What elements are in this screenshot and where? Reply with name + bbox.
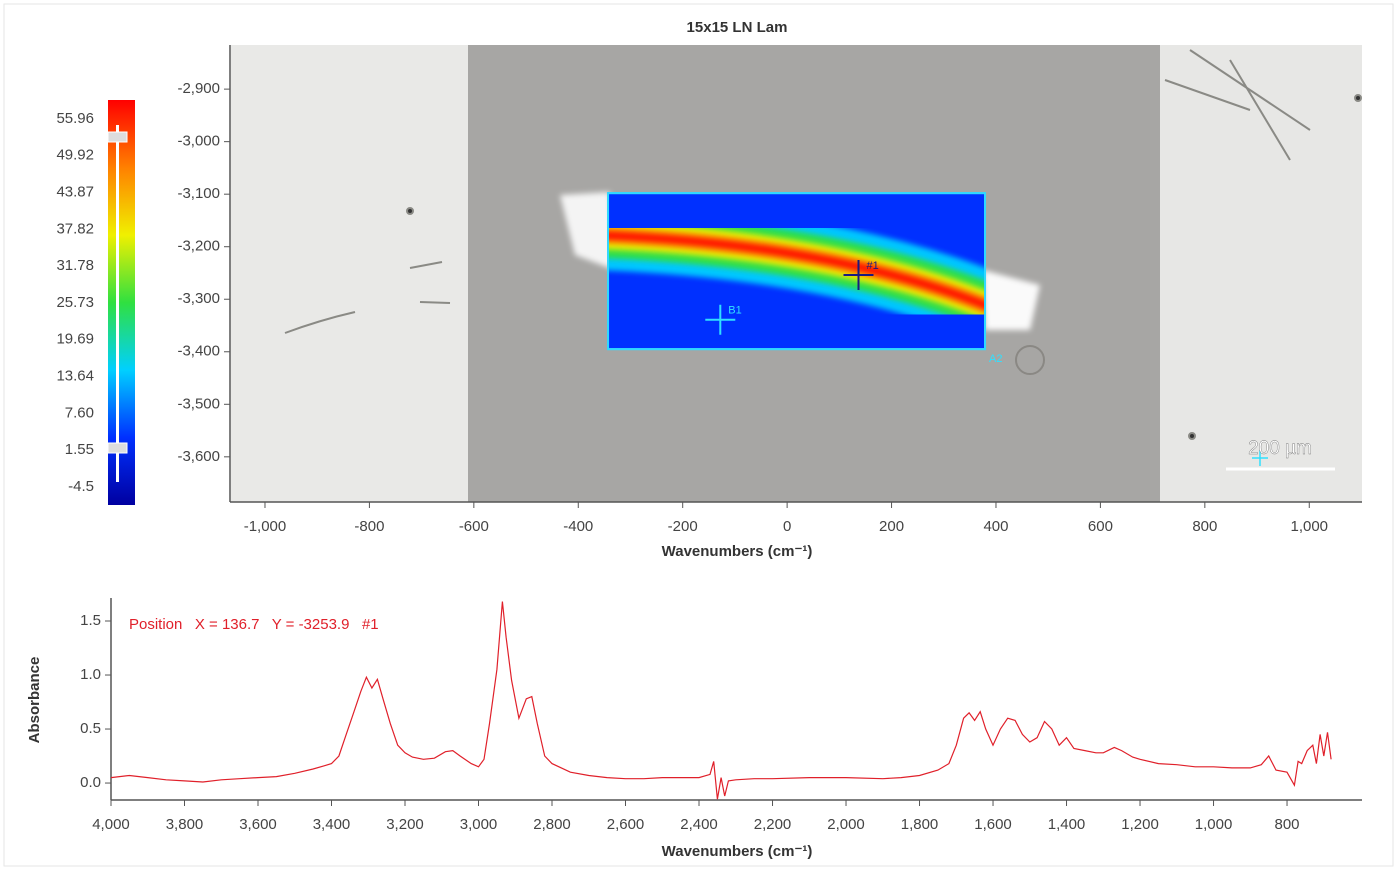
x-tick-label: 2,400 bbox=[680, 816, 718, 833]
colorbar-tick-label: 13.64 bbox=[56, 368, 94, 385]
x-tick-label: 800 bbox=[1275, 816, 1300, 833]
colorbar-tick-label: 7.60 bbox=[65, 404, 94, 421]
y-tick-label: 0.0 bbox=[80, 774, 101, 791]
marker bbox=[705, 304, 736, 335]
x-tick-label: 3,400 bbox=[313, 816, 351, 833]
slider-handle[interactable] bbox=[107, 442, 128, 454]
plot-area bbox=[111, 598, 1362, 800]
y-tick-label: -3,500 bbox=[177, 395, 220, 412]
x-tick-label: 3,800 bbox=[166, 816, 204, 833]
x-axis-label: Wavenumbers (cm⁻¹) bbox=[662, 543, 813, 560]
slider-handle[interactable] bbox=[107, 131, 128, 143]
bright-edge bbox=[983, 270, 1040, 330]
colorbar-tick-label: 1.55 bbox=[65, 441, 94, 458]
x-tick-label: 2,000 bbox=[827, 816, 865, 833]
x-tick-label: -400 bbox=[563, 518, 593, 535]
map-border bbox=[607, 192, 987, 351]
x-tick-label: -1,000 bbox=[244, 518, 287, 535]
y-tick-label: 0.5 bbox=[80, 720, 101, 737]
colorbar-tick-label: 19.69 bbox=[56, 331, 94, 348]
scale-cross bbox=[1252, 450, 1268, 466]
marker-label: #1 bbox=[867, 260, 879, 272]
chemical-map: A2 #1 B1 bbox=[607, 192, 1002, 365]
map-band bbox=[608, 200, 986, 340]
colorbar-tick-label: 25.73 bbox=[56, 294, 94, 311]
x-tick-label: -800 bbox=[354, 518, 384, 535]
slider-track bbox=[116, 125, 119, 482]
spectrum-line bbox=[110, 601, 1332, 800]
x-tick-label: 3,600 bbox=[239, 816, 277, 833]
x-tick-label: 2,200 bbox=[754, 816, 792, 833]
marker bbox=[843, 260, 874, 291]
colorbar-tick-label: -4.5 bbox=[68, 478, 94, 495]
colorbar bbox=[108, 100, 135, 505]
x-axis-label: Wavenumbers (cm⁻¹) bbox=[662, 843, 813, 860]
x-tick-label: 0 bbox=[783, 518, 791, 535]
x-tick-label: 1,000 bbox=[1290, 518, 1328, 535]
y-tick-label: -3,100 bbox=[177, 185, 220, 202]
colorbar-tick-label: 31.78 bbox=[56, 257, 94, 274]
colorbar-tick-label: 49.92 bbox=[56, 147, 94, 164]
y-tick-label: 1.0 bbox=[80, 666, 101, 683]
x-tick-label: 1,200 bbox=[1121, 816, 1159, 833]
image-specks bbox=[284, 49, 1362, 440]
x-tick-label: 1,800 bbox=[901, 816, 939, 833]
x-tick-label: 600 bbox=[1088, 518, 1113, 535]
x-tick-label: 1,000 bbox=[1195, 816, 1233, 833]
y-tick-label: -3,000 bbox=[177, 133, 220, 150]
region-label: A2 bbox=[989, 353, 1002, 365]
image-right bbox=[1160, 45, 1362, 502]
image-left bbox=[231, 45, 468, 502]
y-tick-label: -3,200 bbox=[177, 238, 220, 255]
x-tick-label: 200 bbox=[879, 518, 904, 535]
position-annotation: Position X = 136.7 Y = -3253.9 #1 bbox=[129, 616, 379, 633]
scale-label: 200 µm bbox=[1248, 438, 1312, 459]
y-tick-label: -2,900 bbox=[177, 80, 220, 97]
map-band-layer bbox=[608, 231, 986, 309]
x-tick-label: 400 bbox=[983, 518, 1008, 535]
x-tick-label: -600 bbox=[459, 518, 489, 535]
x-tick-label: 2,800 bbox=[533, 816, 571, 833]
map-title: 15x15 LN Lam bbox=[687, 19, 788, 36]
x-tick-label: 2,600 bbox=[607, 816, 645, 833]
x-tick-label: 4,000 bbox=[92, 816, 130, 833]
x-tick-label: -200 bbox=[668, 518, 698, 535]
x-tick-label: 1,600 bbox=[974, 816, 1012, 833]
bright-edge bbox=[560, 192, 615, 270]
marker-label: B1 bbox=[728, 305, 741, 317]
y-tick-label: -3,300 bbox=[177, 290, 220, 307]
x-tick-label: 800 bbox=[1192, 518, 1217, 535]
y-axis-label: Absorbance bbox=[26, 657, 43, 744]
colorbar-tick-label: 43.87 bbox=[56, 184, 94, 201]
y-tick-label: 1.5 bbox=[80, 612, 101, 629]
x-tick-label: 1,400 bbox=[1048, 816, 1086, 833]
colorbar-tick-label: 37.82 bbox=[56, 220, 94, 237]
x-tick-label: 3,200 bbox=[386, 816, 424, 833]
x-tick-label: 3,000 bbox=[460, 816, 498, 833]
y-tick-label: -3,400 bbox=[177, 343, 220, 360]
y-tick-label: -3,600 bbox=[177, 448, 220, 465]
colorbar-tick-label: 55.96 bbox=[56, 110, 94, 127]
